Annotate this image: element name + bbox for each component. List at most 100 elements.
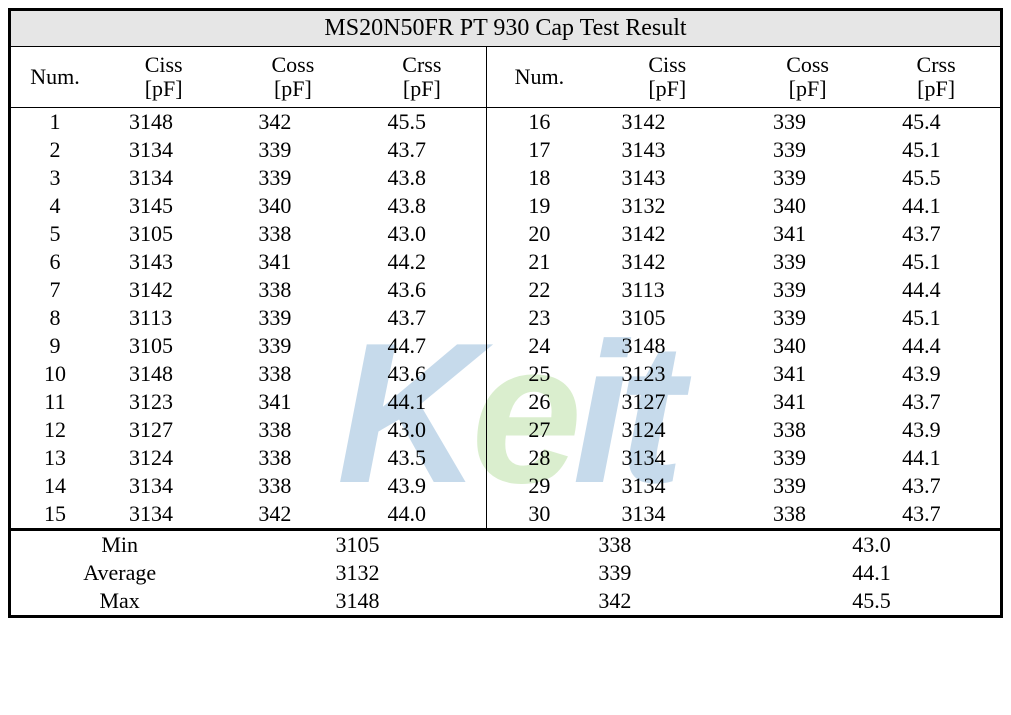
cell-ciss-2: 3134 [592,472,743,500]
cell-num: 6 [10,248,100,276]
cell-crss: 43.7 [357,136,486,164]
cell-coss: 338 [228,220,357,248]
cell-ciss-2: 3142 [592,220,743,248]
table-row: 3313433943.818314333945.5 [10,164,1002,192]
cell-ciss-2: 3143 [592,164,743,192]
cell-ciss: 3127 [99,416,228,444]
cell-crss-2: 43.7 [872,220,1001,248]
cell-num: 7 [10,276,100,304]
cell-ciss: 3105 [99,220,228,248]
cell-coss: 339 [228,332,357,360]
cell-crss: 44.1 [357,388,486,416]
cell-crss: 43.0 [357,220,486,248]
cell-crss-2: 45.4 [872,108,1001,137]
cell-coss-2: 339 [743,136,872,164]
cell-ciss: 3148 [99,108,228,137]
table-row: 12312733843.027312433843.9 [10,416,1002,444]
cell-ciss-2: 3132 [592,192,743,220]
cell-crss-2: 44.4 [872,276,1001,304]
cell-crss: 43.6 [357,276,486,304]
table-row: 10314833843.625312334143.9 [10,360,1002,388]
cell-crss-2: 45.1 [872,136,1001,164]
table-row: 11312334144.126312734143.7 [10,388,1002,416]
cell-ciss: 3148 [99,360,228,388]
cell-coss: 340 [228,192,357,220]
cell-crss-2: 45.1 [872,248,1001,276]
cell-coss-2: 339 [743,304,872,332]
cell-num-2: 22 [487,276,592,304]
cell-coss: 339 [228,136,357,164]
cell-num: 13 [10,444,100,472]
cell-coss: 342 [228,108,357,137]
cell-num-2: 25 [487,360,592,388]
col-crss-2: Crss[pF] [872,47,1001,108]
cell-num: 9 [10,332,100,360]
cell-num: 15 [10,500,100,530]
cell-num: 8 [10,304,100,332]
cell-ciss-2: 3123 [592,360,743,388]
cell-coss-2: 339 [743,164,872,192]
summary-min-label: Min [10,530,229,560]
table-row: 7314233843.622311333944.4 [10,276,1002,304]
cell-ciss-2: 3142 [592,248,743,276]
cell-ciss: 3124 [99,444,228,472]
cell-num: 10 [10,360,100,388]
cell-coss: 338 [228,472,357,500]
cell-coss: 341 [228,388,357,416]
cell-coss-2: 339 [743,248,872,276]
summary-min-coss: 338 [487,530,743,560]
cell-num-2: 16 [487,108,592,137]
cell-coss: 341 [228,248,357,276]
cell-crss: 43.6 [357,360,486,388]
cell-crss: 43.0 [357,416,486,444]
cell-ciss-2: 3127 [592,388,743,416]
col-coss: Coss[pF] [228,47,357,108]
cell-coss: 339 [228,164,357,192]
cell-ciss-2: 3105 [592,304,743,332]
cell-coss-2: 339 [743,444,872,472]
cell-ciss: 3142 [99,276,228,304]
cell-num-2: 26 [487,388,592,416]
col-ciss-2: Ciss[pF] [592,47,743,108]
cell-num-2: 29 [487,472,592,500]
cell-num: 2 [10,136,100,164]
col-crss: Crss[pF] [357,47,486,108]
cell-crss: 45.5 [357,108,486,137]
cell-coss-2: 338 [743,416,872,444]
cell-ciss-2: 3148 [592,332,743,360]
cell-coss: 338 [228,416,357,444]
cell-crss: 43.8 [357,164,486,192]
cell-ciss: 3123 [99,388,228,416]
summary-max-label: Max [10,587,229,617]
cell-num: 14 [10,472,100,500]
cell-crss-2: 44.1 [872,444,1001,472]
cap-test-table: MS20N50FR PT 930 Cap Test Result Num. Ci… [8,8,1003,618]
cell-ciss: 3134 [99,164,228,192]
cell-coss-2: 339 [743,472,872,500]
cell-num: 1 [10,108,100,137]
summary-min-ciss: 3105 [228,530,486,560]
cell-num: 5 [10,220,100,248]
cell-ciss: 3134 [99,472,228,500]
cell-coss-2: 340 [743,192,872,220]
cell-coss-2: 341 [743,360,872,388]
summary-avg-coss: 339 [487,559,743,587]
cell-ciss-2: 3113 [592,276,743,304]
col-coss-2: Coss[pF] [743,47,872,108]
table-row: 15313434244.030313433843.7 [10,500,1002,530]
summary-max-coss: 342 [487,587,743,617]
cell-crss: 43.7 [357,304,486,332]
cell-num: 3 [10,164,100,192]
cell-num-2: 27 [487,416,592,444]
cell-ciss-2: 3134 [592,500,743,530]
cell-crss: 44.0 [357,500,486,530]
cell-num-2: 21 [487,248,592,276]
cell-crss-2: 44.1 [872,192,1001,220]
cell-ciss-2: 3134 [592,444,743,472]
table-body: 1314834245.516314233945.42313433943.7173… [10,108,1002,530]
cell-coss: 338 [228,276,357,304]
table-row: 4314534043.819313234044.1 [10,192,1002,220]
cell-ciss: 3113 [99,304,228,332]
cell-num-2: 30 [487,500,592,530]
table-row: 2313433943.717314333945.1 [10,136,1002,164]
